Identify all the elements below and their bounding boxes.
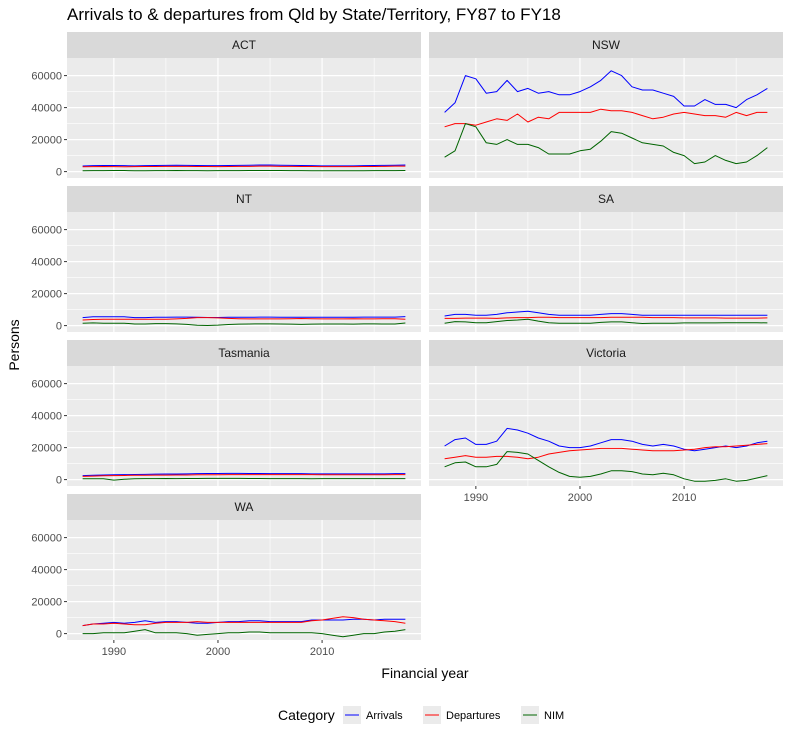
panel-wa: WA 0 20000 40000 60000 1990 2000 2010: [31, 494, 421, 658]
y-tick-label: 60000: [31, 379, 62, 391]
panel-tasmania: Tasmania 0 20000 40000 60000: [31, 340, 421, 487]
panel-strip-label-sa: SA: [598, 192, 614, 206]
y-tick-label: 60000: [31, 71, 62, 83]
legend-title: Category: [278, 707, 335, 723]
legend-label-nim: NIM: [544, 710, 564, 722]
x-axis-title: Financial year: [381, 665, 468, 681]
panel-strip-label-tasmania: Tasmania: [218, 346, 270, 360]
y-axis-title: Persons: [6, 319, 22, 370]
panel-nsw: NSW: [429, 32, 783, 178]
legend-label-arrivals: Arrivals: [366, 710, 403, 722]
panel-strip-label-wa: WA: [235, 500, 254, 514]
x-tick-label: 1990: [464, 492, 488, 504]
y-tick-label: 0: [56, 629, 62, 641]
y-tick-label: 20000: [31, 135, 62, 147]
y-tick-label: 20000: [31, 289, 62, 301]
x-tick-label: 2000: [206, 646, 230, 658]
y-tick-label: 40000: [31, 103, 62, 115]
panel-nt: NT 0 20000 40000 60000: [31, 186, 421, 333]
x-tick-label: 2010: [310, 646, 334, 658]
y-tick-label: 60000: [31, 533, 62, 545]
panel-victoria: Victoria 1990 2000 2010: [429, 340, 783, 504]
panel-strip-label-nt: NT: [236, 192, 253, 206]
y-tick-label: 40000: [31, 565, 62, 577]
panel-strip-label-victoria: Victoria: [586, 346, 626, 360]
x-tick-label: 1990: [102, 646, 126, 658]
y-tick-label: 20000: [31, 443, 62, 455]
panel-strip-label-act: ACT: [232, 38, 257, 52]
panel-sa: SA: [429, 186, 783, 332]
y-tick-label: 40000: [31, 411, 62, 423]
legend-label-departures: Departures: [446, 710, 501, 722]
panel-strip-label-nsw: NSW: [592, 38, 621, 52]
y-tick-label: 20000: [31, 597, 62, 609]
y-tick-label: 40000: [31, 257, 62, 269]
y-tick-label: 60000: [31, 225, 62, 237]
y-tick-label: 0: [56, 167, 62, 179]
x-tick-label: 2010: [672, 492, 696, 504]
panel-act: ACT 0 20000 40000 60000: [31, 32, 421, 179]
x-tick-label: 2000: [568, 492, 592, 504]
y-tick-label: 0: [56, 475, 62, 487]
chart-title: Arrivals to & departures from Qld by Sta…: [67, 5, 561, 24]
y-tick-label: 0: [56, 321, 62, 333]
series-line-act-departures: [83, 166, 406, 167]
